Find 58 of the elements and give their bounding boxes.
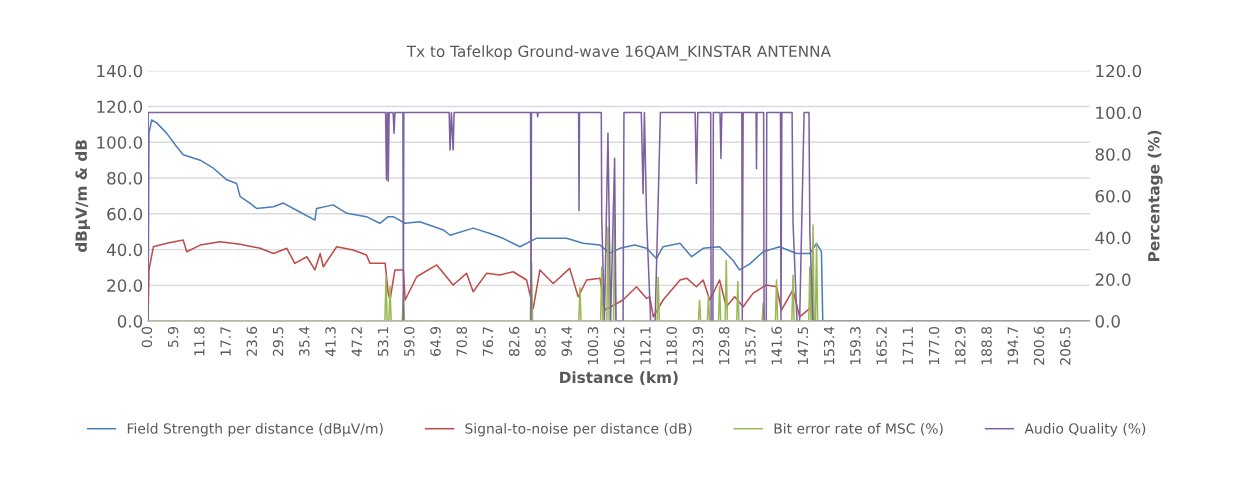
x-tick-label: 159.3 bbox=[850, 327, 861, 365]
x-tick-label: 147.5 bbox=[797, 327, 809, 365]
x-tick-label: 182.9 bbox=[955, 326, 966, 365]
y2-axis-title: Percentage (%) bbox=[1147, 130, 1163, 261]
y-tick-label: 40.0 bbox=[106, 243, 143, 257]
x-tick-label: 94.4 bbox=[561, 326, 572, 357]
y-tick-label: 100.0 bbox=[97, 136, 143, 149]
x-axis-title: Distance (km) bbox=[560, 371, 678, 385]
y2-tick-label: 40.0 bbox=[1095, 231, 1131, 245]
x-tick-label: 35.4 bbox=[299, 326, 310, 356]
x-tick-label: 200.6 bbox=[1033, 326, 1045, 365]
x-tick-label: 100.3 bbox=[587, 327, 599, 365]
x-tick-label: 82.6 bbox=[508, 326, 520, 356]
x-tick-label: 112.1 bbox=[640, 327, 651, 365]
x-tick-label: 129.8 bbox=[718, 326, 730, 365]
y-tick-label: 140.0 bbox=[97, 64, 143, 78]
y-tick-label: 60.0 bbox=[107, 207, 143, 221]
x-tick-label: 153.4 bbox=[823, 326, 835, 365]
x-tick-label: 106.2 bbox=[613, 327, 625, 365]
x-tick-label: 59.0 bbox=[404, 326, 415, 356]
y-tick-label: 80.0 bbox=[107, 172, 143, 185]
x-tick-label: 70.8 bbox=[456, 326, 467, 356]
legend-label: Field Strength per distance (dBµV/m) bbox=[127, 423, 383, 437]
y2-tick-label: 60.0 bbox=[1095, 189, 1131, 203]
legend-label: Signal-to-noise per distance (dB) bbox=[465, 423, 692, 437]
y-tick-label: 120.0 bbox=[97, 100, 143, 114]
x-tick-label: 123.9 bbox=[692, 326, 704, 365]
x-tick-label: 194.7 bbox=[1007, 327, 1019, 365]
x-tick-label: 29.5 bbox=[272, 327, 284, 356]
x-tick-label: 11.8 bbox=[194, 326, 205, 356]
y2-tick-label: 120.0 bbox=[1096, 64, 1142, 78]
x-tick-label: 5.9 bbox=[167, 326, 179, 347]
legend-label: Bit error rate of MSC (%) bbox=[774, 423, 943, 436]
x-tick-label: 64.9 bbox=[430, 326, 441, 356]
x-tick-label: 17.7 bbox=[220, 327, 231, 356]
y2-tick-label: 100.0 bbox=[1096, 106, 1142, 120]
x-tick-label: 88.5 bbox=[535, 327, 546, 356]
x-tick-label: 118.0 bbox=[666, 326, 677, 365]
y2-tick-label: 0.0 bbox=[1095, 315, 1120, 328]
x-tick-label: 53.1 bbox=[377, 327, 389, 356]
y2-tick-label: 20.0 bbox=[1095, 273, 1131, 286]
x-tick-label: 141.6 bbox=[771, 326, 782, 365]
x-tick-label: 135.7 bbox=[745, 327, 756, 365]
y-tick-label: 20.0 bbox=[107, 279, 143, 292]
x-tick-label: 165.2 bbox=[876, 327, 887, 365]
y-tick-label: 0.0 bbox=[117, 315, 143, 328]
legend-label: Audio Quality (%) bbox=[1024, 423, 1146, 437]
x-tick-label: 171.1 bbox=[902, 327, 913, 365]
x-tick-label: 47.2 bbox=[351, 327, 362, 357]
x-tick-label: 76.7 bbox=[482, 327, 494, 356]
x-tick-label: 188.8 bbox=[981, 326, 992, 365]
chart-title: Tx to Tafelkop Ground-wave 16QAM_KINSTAR ANTENNA bbox=[406, 45, 831, 61]
x-tick-label: 177.0 bbox=[928, 326, 940, 365]
x-tick-label: 206.5 bbox=[1060, 327, 1071, 365]
y2-tick-label: 80.0 bbox=[1095, 148, 1131, 161]
x-tick-label: 41.3 bbox=[325, 327, 336, 357]
x-tick-label: 23.6 bbox=[246, 326, 258, 356]
y-axis-title: dBµV/m & dB bbox=[75, 140, 90, 253]
